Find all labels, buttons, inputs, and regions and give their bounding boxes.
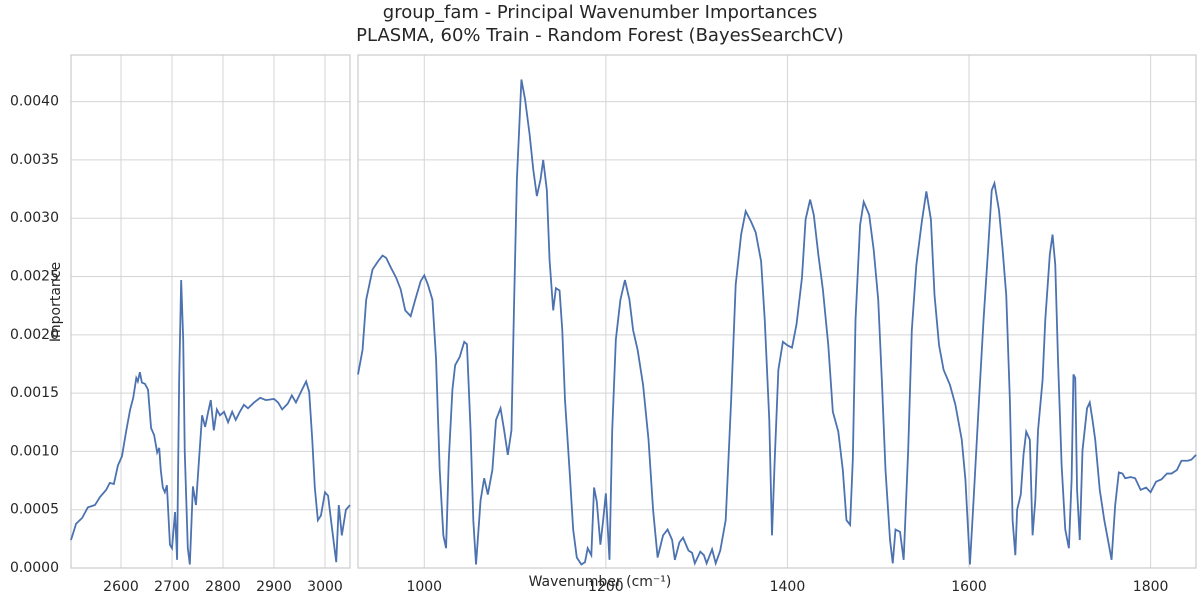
x-tick-label: 3000 bbox=[307, 579, 343, 595]
y-tick-label: 0.0000 bbox=[10, 560, 59, 576]
data-line bbox=[357, 79, 1197, 567]
y-tick-label: 0.0005 bbox=[10, 502, 59, 518]
y-tick-label: 0.0010 bbox=[10, 443, 59, 459]
y-tick-label: 0.0040 bbox=[10, 94, 59, 110]
data-line bbox=[70, 279, 351, 565]
plot-area: 0.0000 0.0005 0.0010 0.0015 0.0020 0.0025 0.00… bbox=[10, 54, 1197, 595]
y-tick-label: 0.0035 bbox=[10, 152, 59, 168]
x-tick-label: 1200 bbox=[588, 579, 624, 595]
chart-subtitle: PLASMA, 60% Train - Random Forest (Bayes… bbox=[356, 25, 844, 46]
x-tick-label: 2600 bbox=[103, 579, 139, 595]
x-tick-label: 1800 bbox=[1133, 579, 1169, 595]
y-tick-label: 0.0025 bbox=[10, 269, 59, 285]
x-tick-label: 1400 bbox=[770, 579, 806, 595]
x-tick-label: 1000 bbox=[406, 579, 442, 595]
x-tick-label: 2700 bbox=[154, 579, 190, 595]
y-axis-label: Importance bbox=[48, 262, 64, 342]
x-tick-label: 2800 bbox=[205, 579, 241, 595]
chart-title: group_fam - Principal Wavenumber Importa… bbox=[383, 2, 817, 23]
x-tick-label: 1600 bbox=[951, 579, 987, 595]
axes-frame bbox=[70, 54, 351, 569]
axes-frame bbox=[357, 54, 1197, 569]
x-axis-label: Wavenumber (cm⁻¹) bbox=[529, 574, 672, 590]
y-tick-label: 0.0015 bbox=[10, 385, 59, 401]
y-tick-label: 0.0020 bbox=[10, 327, 59, 343]
y-tick-label: 0.0030 bbox=[10, 210, 59, 226]
x-tick-label: 2900 bbox=[256, 579, 292, 595]
